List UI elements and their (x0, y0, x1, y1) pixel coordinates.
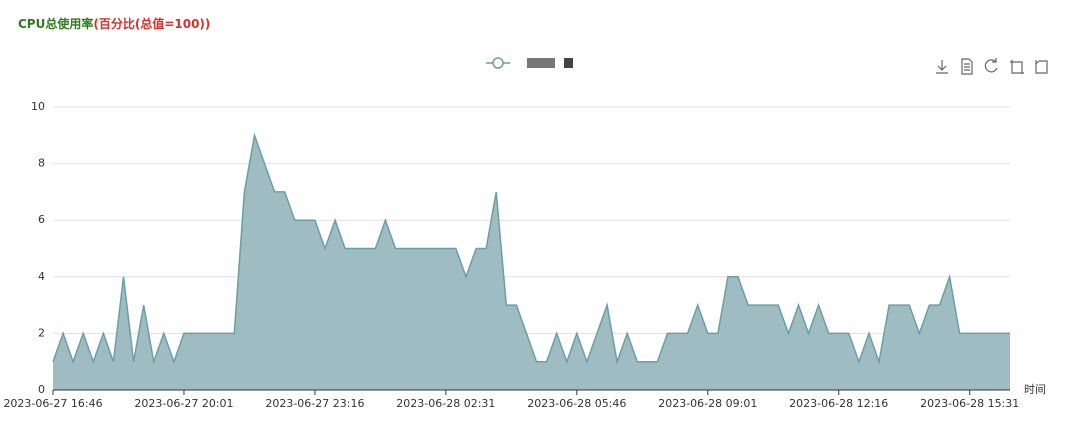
y-tick-label: 4 (38, 270, 45, 283)
y-tick-label: 8 (38, 157, 45, 170)
data-view-icon[interactable] (961, 58, 973, 75)
zoom-icon[interactable] (1010, 60, 1024, 74)
chart-title: CPU总使用率(百分比(总值=100)) (18, 16, 210, 31)
y-tick-label: 6 (38, 213, 45, 226)
x-tick-label: 2023-06-28 09:01 (658, 397, 757, 410)
line (52, 132, 1010, 365)
x-tick-label: 2023-06-27 20:01 (134, 397, 233, 410)
download-icon[interactable] (936, 60, 948, 74)
x-axis-label: 时间 (1024, 383, 1046, 396)
x-tick-label: 2023-06-27 23:16 (265, 397, 364, 410)
x-tick-label: 2023-06-28 15:31 (920, 397, 1019, 410)
y-tick-label: 10 (31, 100, 45, 113)
legend[interactable] (486, 57, 573, 69)
restore-icon[interactable] (984, 58, 998, 73)
title-suffix: (百分比(总值=100)) (93, 16, 210, 31)
x-tick-label: 2023-06-28 02:31 (396, 397, 495, 410)
toolbox[interactable] (936, 58, 1048, 75)
x-tick-label: 2023-06-27 16:46 (3, 397, 102, 410)
area (53, 135, 1010, 390)
x-tick-label: 2023-06-28 12:16 (789, 397, 888, 410)
x-tick-label: 2023-06-28 05:46 (527, 397, 626, 410)
y-tick-label: 2 (38, 326, 45, 339)
legend-symbol (492, 57, 504, 69)
zoom-back-icon[interactable] (1035, 60, 1048, 74)
title-main: CPU总使用率 (18, 16, 93, 31)
legend-redacted (564, 58, 573, 68)
y-tick-label: 0 (38, 383, 45, 396)
legend-redacted (527, 58, 555, 68)
